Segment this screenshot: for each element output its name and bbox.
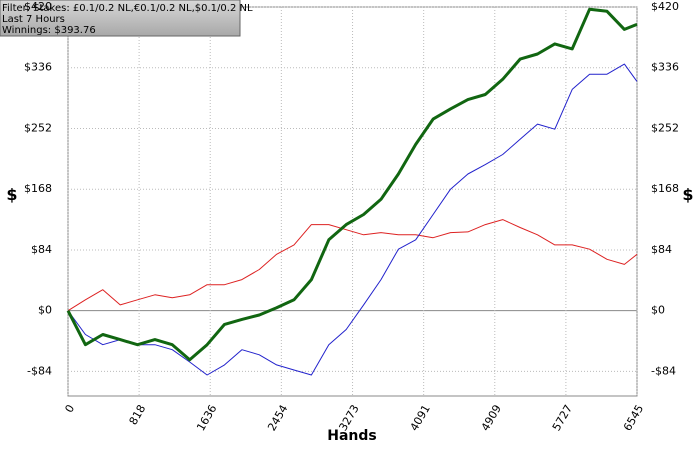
x-tick-label: 4909 [479,403,504,434]
y2-tick-label: $252 [651,121,679,134]
info-line: Winnings: $393.76 [2,25,96,36]
y-tick-label: $84 [31,243,52,256]
y-tick-label: $168 [24,182,52,195]
x-tick-label: 0 [62,403,77,416]
series-line [67,219,638,312]
y-axis-label: $ [6,185,17,204]
info-line: Last 7 Hours [2,14,65,25]
info-line: Filter: Stakes: £0.1/0.2 NL,€0.1/0.2 NL,… [2,3,253,14]
x-tick-label: 5727 [550,403,575,434]
series-line [67,63,638,376]
x-tick-label: 4091 [408,403,433,434]
x-tick-label: 6545 [621,403,646,434]
y-tick-label: $420 [24,0,52,13]
y2-tick-label: $420 [651,0,679,13]
y2-tick-label: $0 [651,304,665,317]
y2-tick-label: -$84 [651,364,676,377]
y2-axis-label: $ [682,185,693,204]
y-tick-label: $336 [24,61,52,74]
series-line [66,7,638,362]
y-tick-label: $252 [24,121,52,134]
y2-tick-label: $168 [651,182,679,195]
x-axis-label: Hands [327,428,377,444]
x-tick-label: 818 [127,403,149,428]
x-tick-label: 2454 [265,403,290,434]
y2-tick-label: $336 [651,61,679,74]
x-tick-label: 1636 [194,403,219,434]
y-tick-label: $0 [38,304,52,317]
y2-tick-label: $84 [651,243,672,256]
y-tick-label: -$84 [27,364,52,377]
info-box: Filter: Stakes: £0.1/0.2 NL,€0.1/0.2 NL,… [0,0,253,37]
info-box-bg [0,0,241,37]
